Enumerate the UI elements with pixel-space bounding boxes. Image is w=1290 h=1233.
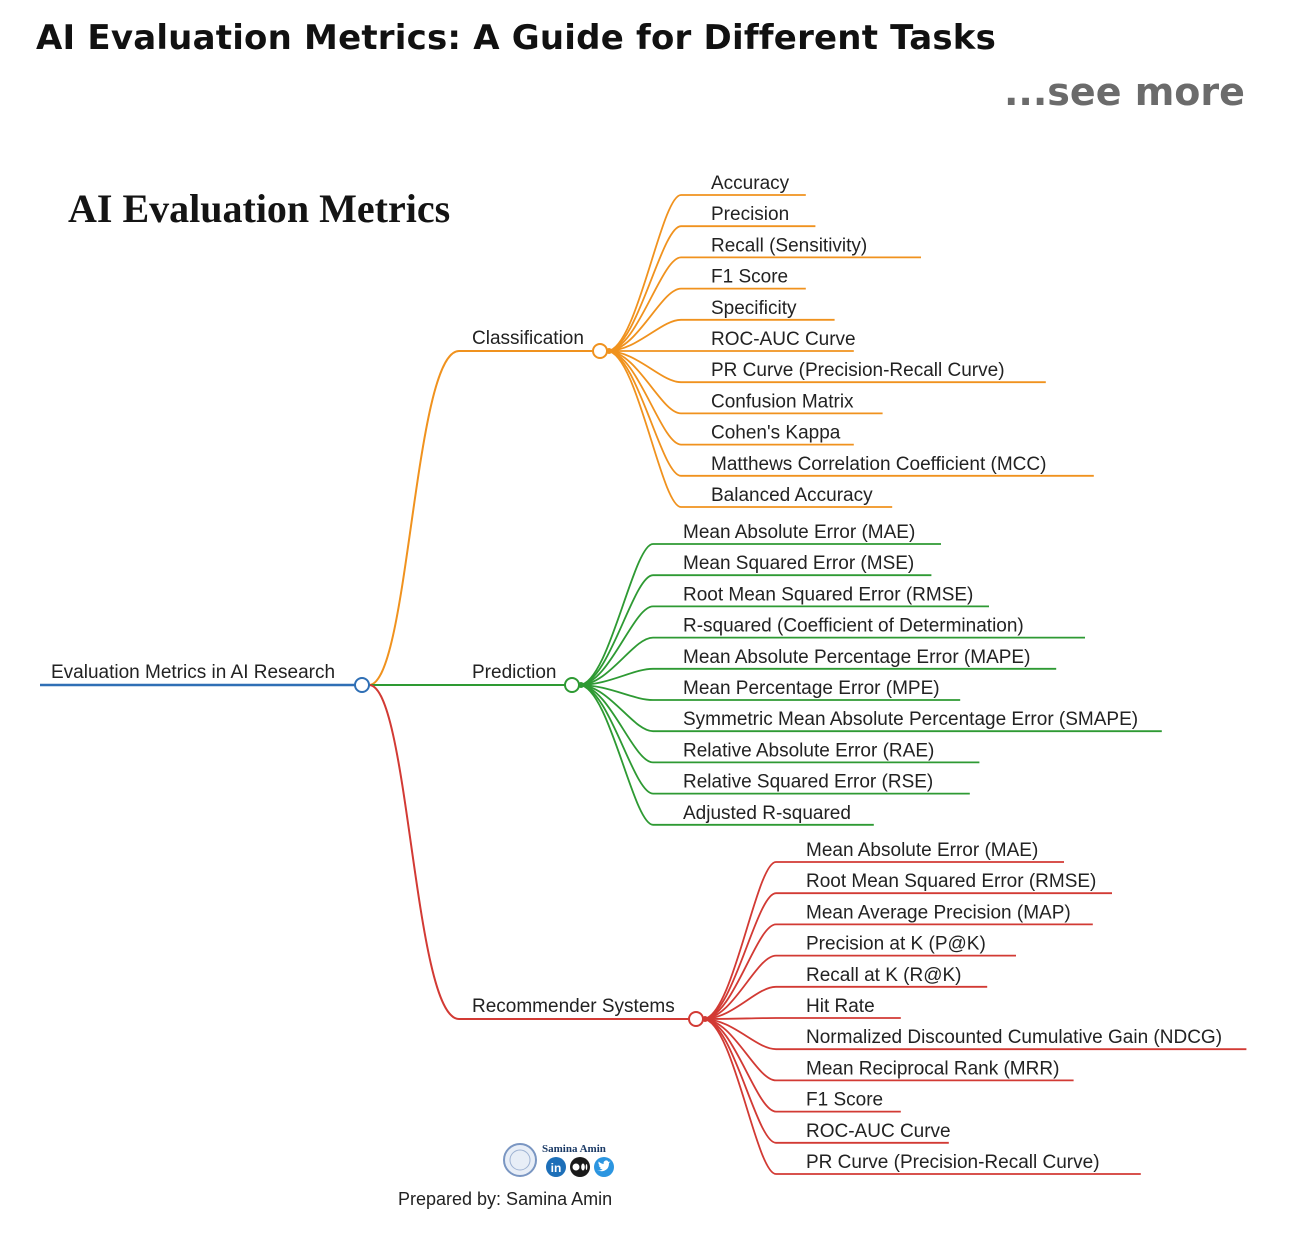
recommender-systems-leaf-label: Recall at K (R@K) [806, 965, 962, 986]
recommender-systems-leaf-connector [702, 923, 1093, 1020]
recommender-systems-leaf-connector [702, 985, 988, 1020]
prediction-leaf-label: Symmetric Mean Absolute Percentage Error… [683, 709, 1138, 730]
prediction-leaf-label: Root Mean Squared Error (RMSE) [683, 584, 973, 605]
recommender-systems-connector [368, 684, 689, 1020]
classification-leaf-label: Cohen's Kappa [711, 423, 841, 444]
recommender-systems-leaf-label: Hit Rate [806, 996, 875, 1017]
prediction-leaf-label: Mean Absolute Error (MAE) [683, 522, 915, 543]
classification-leaf-connector [606, 350, 1046, 384]
prediction-leaf-connector [578, 574, 932, 686]
linkedin-icon[interactable]: in [546, 1157, 566, 1177]
classification-leaf-label: Precision [711, 204, 789, 225]
medium-icon[interactable] [570, 1157, 590, 1177]
recommender-systems-leaf-label: Mean Average Precision (MAP) [806, 902, 1071, 923]
prediction-leaf-label: Mean Absolute Percentage Error (MAPE) [683, 647, 1030, 668]
prediction-hub-dot [578, 682, 584, 688]
diagram-heading: AI Evaluation Metrics [68, 186, 450, 231]
classification-leaf-label: F1 Score [711, 267, 788, 288]
prediction-leaf-label: Adjusted R-squared [683, 803, 851, 824]
author-logo-ring [509, 1149, 531, 1171]
prepared-by-text: Prepared by: Samina Amin [398, 1189, 612, 1209]
recommender-systems-leaf-connector [702, 1017, 901, 1020]
classification-connector [368, 350, 593, 686]
recommender-systems-leaf-label: ROC-AUC Curve [806, 1121, 951, 1142]
classification-leaf-connector [606, 318, 835, 352]
prediction-leaf-connector [578, 543, 941, 686]
classification-leaf-label: Matthews Correlation Coefficient (MCC) [711, 454, 1046, 475]
classification-leaf-label: Balanced Accuracy [711, 485, 873, 506]
mind-map-nodes: Evaluation Metrics in AI Research Classif… [51, 173, 1222, 1173]
prediction-leaf-label: Relative Absolute Error (RAE) [683, 740, 934, 761]
author-logo-icon [503, 1143, 537, 1177]
recommender-systems-leaf-connector [702, 954, 1016, 1020]
classification-leaf-label: Accuracy [711, 173, 790, 194]
classification-hub-dot [606, 348, 612, 354]
recommender-systems-leaf-connector [702, 861, 1064, 1020]
recommender-systems-branch-node [688, 1011, 704, 1027]
classification-leaf-connector [606, 350, 893, 508]
classification-leaf-connector [606, 194, 806, 352]
svg-text:in: in [551, 1161, 562, 1175]
see-more-link[interactable]: ...see more [1004, 70, 1245, 114]
recommender-systems-leaf-label: Mean Absolute Error (MAE) [806, 840, 1038, 861]
recommender-systems-leaf-connector [702, 892, 1112, 1020]
prediction-leaf-connector [578, 684, 1162, 733]
recommender-systems-leaf-label: Root Mean Squared Error (RMSE) [806, 871, 1096, 892]
mind-map-connectors [40, 194, 1247, 1175]
recommender-systems-leaf-label: Normalized Discounted Cumulative Gain (N… [806, 1027, 1222, 1048]
prediction-leaf-connector [578, 684, 961, 701]
recommender-systems-leaf-connector [702, 1018, 1141, 1175]
prediction-leaf-connector [578, 636, 1085, 686]
classification-branch-node [592, 343, 608, 359]
prediction-leaf-connector [578, 667, 1057, 686]
classification-leaf-label: Recall (Sensitivity) [711, 235, 867, 256]
prediction-leaf-connector [578, 605, 989, 686]
classification-branch-label: Classification [472, 328, 584, 349]
classification-leaf-connector [606, 225, 816, 352]
root-node [354, 677, 370, 693]
prediction-branch-node [564, 677, 580, 693]
recommender-systems-leaf-label: Mean Reciprocal Rank (MRR) [806, 1058, 1059, 1079]
classification-leaf-label: Confusion Matrix [711, 391, 854, 412]
classification-leaf-label: Specificity [711, 298, 797, 319]
prediction-branch-label: Prediction [472, 662, 557, 683]
classification-leaf-connector [606, 256, 921, 352]
prediction-leaf-label: R-squared (Coefficient of Determination) [683, 616, 1024, 637]
prediction-leaf-label: Relative Squared Error (RSE) [683, 772, 933, 793]
classification-leaf-label: ROC-AUC Curve [711, 329, 856, 350]
classification-leaf-connector [606, 287, 806, 352]
recommender-systems-leaf-label: F1 Score [806, 1090, 883, 1111]
twitter-icon[interactable] [594, 1157, 614, 1177]
recommender-systems-leaf-connector [702, 1018, 1247, 1051]
classification-leaf-label: PR Curve (Precision-Recall Curve) [711, 360, 1005, 381]
author-credit: Samina Amin in Prepared by: Samina Amin [398, 1143, 614, 1209]
prediction-leaf-label: Mean Squared Error (MSE) [683, 553, 914, 574]
root-label: Evaluation Metrics in AI Research [51, 662, 335, 683]
recommender-systems-leaf-label: Precision at K (P@K) [806, 934, 986, 955]
prediction-leaf-label: Mean Percentage Error (MPE) [683, 678, 940, 699]
recommender-systems-hub-dot [702, 1016, 708, 1022]
recommender-systems-branch-label: Recommender Systems [472, 996, 675, 1017]
prediction-leaf-connector [578, 684, 874, 826]
post-title: AI Evaluation Metrics: A Guide for Diffe… [36, 18, 997, 58]
recommender-systems-leaf-label: PR Curve (Precision-Recall Curve) [806, 1152, 1100, 1173]
author-logo-name: Samina Amin [542, 1143, 606, 1155]
